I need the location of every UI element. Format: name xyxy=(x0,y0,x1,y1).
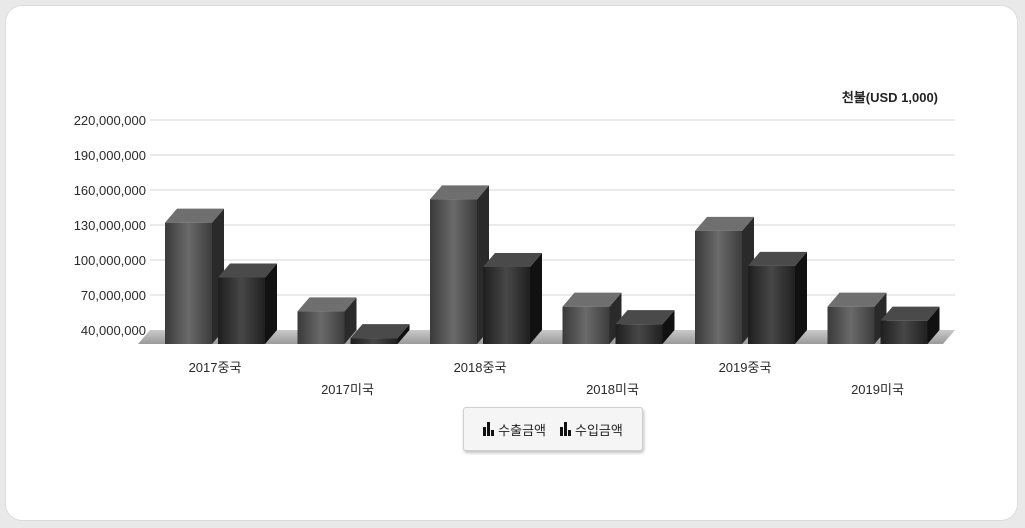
x-category-label: 2018중국 xyxy=(454,360,507,375)
bar[interactable] xyxy=(350,324,410,344)
bar-front xyxy=(880,320,928,344)
bar-side xyxy=(795,251,807,344)
x-category-label: 2018미국 xyxy=(586,382,639,397)
y-tick-label: 70,000,000 xyxy=(81,288,146,303)
bar-front xyxy=(165,222,212,344)
bar-top xyxy=(350,324,410,339)
y-tick-label: 160,000,000 xyxy=(74,183,146,198)
bar[interactable] xyxy=(748,251,807,344)
bar-top xyxy=(297,297,357,312)
bar-top xyxy=(430,185,489,200)
legend-item-export[interactable]: 수출금액 xyxy=(483,420,546,439)
bar-front xyxy=(695,230,742,344)
bar-front xyxy=(615,324,663,344)
bar[interactable] xyxy=(880,306,940,344)
bar-front xyxy=(218,277,265,344)
x-category-label: 2017미국 xyxy=(321,382,374,397)
bar-chart-icon xyxy=(560,422,571,436)
bar-front xyxy=(748,265,795,344)
bar-top xyxy=(483,253,542,267)
bar-top xyxy=(880,306,940,321)
y-tick-label: 130,000,000 xyxy=(74,218,146,233)
chart-legend: 수출금액 수입금액 xyxy=(463,407,643,451)
bar-top xyxy=(165,208,224,223)
bar-front xyxy=(483,267,530,344)
bar[interactable] xyxy=(430,185,489,344)
bar-front xyxy=(430,199,477,344)
bar-front xyxy=(297,311,345,344)
bar-side xyxy=(397,324,410,344)
bar-side xyxy=(530,253,542,344)
bar-top xyxy=(827,292,887,307)
bar-chart-icon xyxy=(483,422,495,436)
bar-top xyxy=(562,292,622,307)
legend-label-import: 수입금액 xyxy=(575,422,623,438)
bar-top xyxy=(615,310,675,325)
legend-label-export: 수출금액 xyxy=(498,422,546,438)
bar-top xyxy=(218,263,277,278)
bar[interactable] xyxy=(562,292,622,344)
legend-item-import[interactable]: 수입금액 xyxy=(560,420,623,439)
x-category-label: 2019미국 xyxy=(851,382,904,397)
bar[interactable] xyxy=(165,208,224,344)
x-category-label: 2019중국 xyxy=(719,360,772,375)
bar[interactable] xyxy=(695,216,754,344)
bar-side xyxy=(927,306,940,344)
bar-top xyxy=(695,216,754,231)
bar-side xyxy=(662,310,675,344)
bar-front xyxy=(350,338,398,344)
y-tick-label: 220,000,000 xyxy=(74,113,146,128)
bar[interactable] xyxy=(297,297,357,344)
bar-front xyxy=(827,306,875,344)
bar[interactable] xyxy=(483,253,542,344)
y-tick-label: 100,000,000 xyxy=(74,253,146,268)
y-tick-label: 40,000,000 xyxy=(81,323,146,338)
bar-side xyxy=(265,263,277,344)
bar[interactable] xyxy=(827,292,887,344)
bar[interactable] xyxy=(615,310,675,344)
unit-label: 천불(USD 1,000) xyxy=(842,90,938,105)
x-category-label: 2017중국 xyxy=(189,360,242,375)
bar-side xyxy=(344,297,357,344)
y-tick-label: 190,000,000 xyxy=(74,148,146,163)
bar[interactable] xyxy=(218,263,277,345)
bar-top xyxy=(748,251,807,266)
bar-front xyxy=(562,306,610,344)
